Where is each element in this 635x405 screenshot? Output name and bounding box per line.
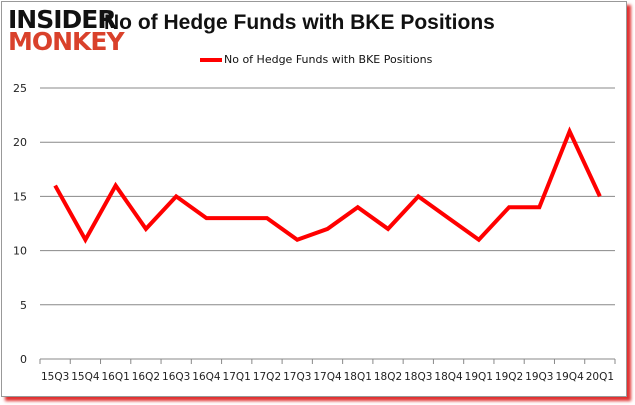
x-tick-label: 17Q2 <box>253 371 281 383</box>
x-tick-label: 19Q1 <box>465 371 493 383</box>
legend-label: No of Hedge Funds with BKE Positions <box>224 53 433 66</box>
x-tick-label: 17Q1 <box>223 371 251 383</box>
x-tick-label: 18Q1 <box>344 371 372 383</box>
logo-monkey: MONKEY <box>8 27 125 56</box>
x-tick-label: 16Q1 <box>102 371 130 383</box>
x-tick-label: 18Q2 <box>374 371 402 383</box>
y-tick-label: 5 <box>20 299 27 312</box>
x-tick-label: 16Q4 <box>192 371 221 383</box>
x-tick-label: 18Q4 <box>434 371 463 383</box>
x-tick-label: 19Q3 <box>525 371 553 383</box>
x-tick-label: 16Q2 <box>132 371 160 383</box>
legend-swatch <box>200 57 222 62</box>
x-tick-label: 16Q3 <box>162 371 190 383</box>
y-tick-label: 10 <box>13 245 27 258</box>
x-tick-label: 17Q4 <box>313 371 342 383</box>
chart-title: No of Hedge Funds with BKE Positions <box>104 11 495 34</box>
x-tick-label: 15Q3 <box>41 371 69 383</box>
chart-frame <box>1 1 627 397</box>
x-tick-label: 19Q4 <box>555 371 584 383</box>
y-tick-label: 0 <box>20 353 27 366</box>
y-tick-label: 20 <box>13 136 27 149</box>
x-tick-label: 18Q3 <box>404 371 432 383</box>
logo-insider: INSIDER <box>8 5 117 34</box>
x-tick-label: 17Q3 <box>283 371 311 383</box>
y-tick-label: 25 <box>13 82 27 95</box>
series-line <box>53 126 602 244</box>
legend: No of Hedge Funds with BKE Positions <box>200 53 432 66</box>
x-tick-label: 20Q1 <box>586 371 614 383</box>
x-tick-label: 15Q4 <box>71 371 100 383</box>
y-tick-label: 15 <box>13 190 27 203</box>
x-tick-label: 19Q2 <box>495 371 523 383</box>
